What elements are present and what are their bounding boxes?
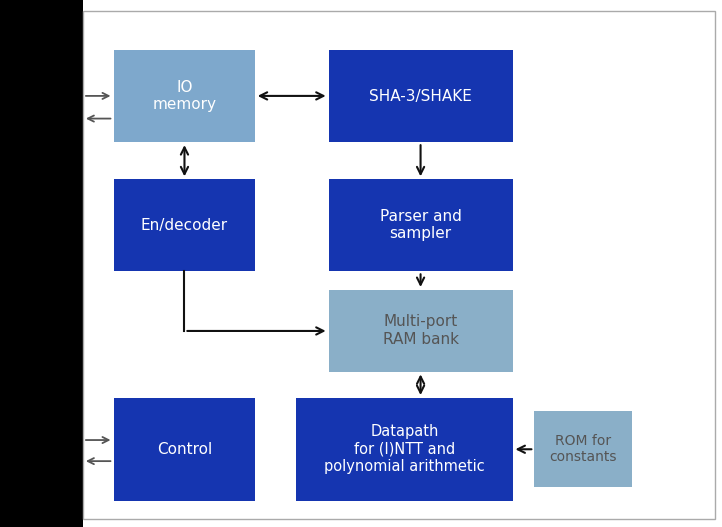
Bar [329,290,513,372]
Text: Parser and
sampler: Parser and sampler [380,209,461,241]
Bar [534,411,632,487]
Bar [329,179,513,271]
Bar [296,398,513,501]
Text: ROM for
constants: ROM for constants [549,434,617,464]
Bar [83,11,715,519]
Bar [114,398,255,501]
Text: Control: Control [157,442,212,457]
Text: En/decoder: En/decoder [141,218,228,233]
Text: Datapath
for (I)NTT and
polynomial arithmetic: Datapath for (I)NTT and polynomial arith… [324,424,484,474]
Bar [329,50,513,142]
Bar [0,0,83,527]
Bar [114,50,255,142]
Text: Multi-port
RAM bank: Multi-port RAM bank [383,315,458,347]
Bar [114,179,255,271]
Text: IO
memory: IO memory [152,80,217,112]
Text: SHA-3/SHAKE: SHA-3/SHAKE [369,89,472,104]
